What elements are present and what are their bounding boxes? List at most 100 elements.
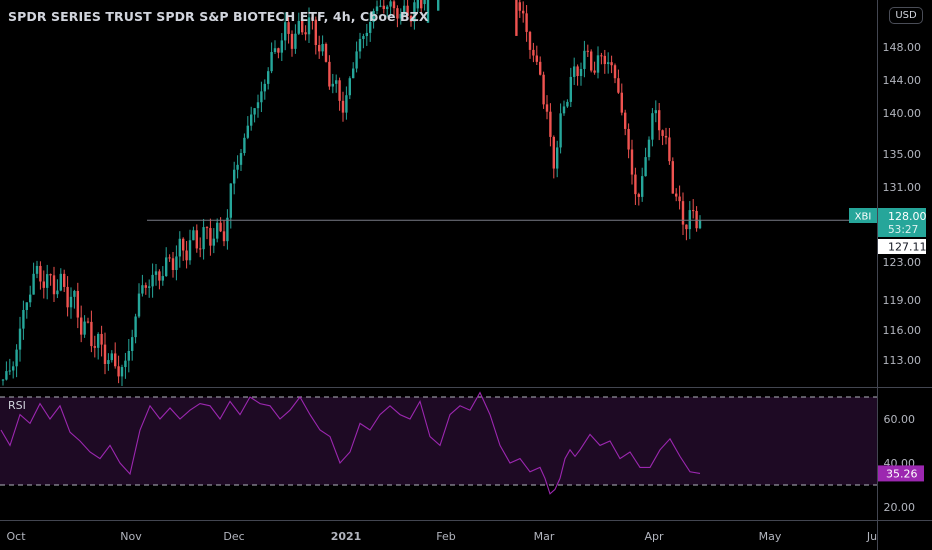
candle-body [233, 169, 236, 184]
candle-body [685, 224, 688, 230]
price-axis-tick-label: 140.00 [883, 107, 922, 120]
candle-body [216, 222, 219, 239]
price-axis-tick-label: 119.00 [883, 294, 922, 307]
last-price-label: 128.00 [888, 210, 927, 223]
candle-body [528, 31, 532, 50]
candle-body [192, 230, 195, 241]
candle-body [25, 302, 28, 310]
candle-body [284, 22, 287, 41]
candle-body [209, 228, 212, 246]
candle-body [352, 68, 355, 79]
candle-body [243, 137, 246, 154]
candle-body [532, 49, 535, 56]
candle-body [93, 346, 96, 348]
candle-body [294, 33, 297, 49]
candle-body [549, 111, 552, 137]
candle-body [535, 55, 538, 62]
rsi-band-fill [0, 397, 877, 485]
candle-body [576, 66, 579, 77]
rsi-value-label: 35.26 [886, 467, 918, 480]
candle-body [212, 238, 215, 246]
candle-body [90, 321, 93, 347]
candle-body [52, 275, 56, 295]
time-axis-label: Oct [6, 530, 26, 543]
candle-body [664, 135, 668, 138]
candle-body [114, 353, 117, 367]
candle-body [658, 110, 661, 131]
candle-body [314, 19, 317, 46]
candle-body [168, 257, 171, 259]
candle-body [545, 104, 549, 112]
candle-body [15, 349, 18, 367]
time-axis-label: 2021 [331, 530, 362, 543]
price-axis-tick-label: 135.00 [883, 148, 922, 161]
candle-body [226, 217, 229, 242]
rsi-line [0, 391, 701, 495]
candle-body [46, 274, 49, 288]
candle-body [668, 137, 671, 162]
candle-body [335, 80, 338, 84]
rsi-axis-tick-label: 60.00 [884, 413, 916, 426]
candle-body [386, 6, 389, 10]
candle-body [97, 333, 100, 348]
candle-body [372, 10, 375, 22]
candle-body [127, 350, 130, 361]
candle-body [413, 2, 416, 22]
candle-body [345, 95, 348, 113]
candle-body [32, 273, 35, 295]
candle-body [688, 210, 691, 230]
candle-body [165, 257, 168, 277]
price-axis-tick-label: 116.00 [883, 324, 922, 337]
candle-body [358, 38, 362, 52]
candle-body [250, 114, 253, 126]
candle-body [236, 164, 239, 170]
candle-body [556, 147, 559, 169]
candle-body [678, 196, 681, 202]
candle-body [56, 290, 59, 295]
candle-body [182, 238, 185, 251]
candle-body [573, 66, 576, 77]
candle-body [76, 290, 79, 318]
candle-body [399, 13, 402, 19]
candle-body [124, 360, 127, 368]
candle-body [409, 15, 413, 22]
last-price-badge [878, 208, 926, 237]
candle-body [403, 5, 406, 14]
candle-body [348, 78, 351, 96]
candle-body [539, 61, 542, 75]
candle-body [148, 286, 151, 288]
candle-body [185, 250, 188, 261]
candle-body [318, 45, 321, 52]
currency-selector[interactable]: USD [889, 7, 923, 24]
candle-body [651, 113, 654, 140]
time-axis-label: Dec [223, 530, 244, 543]
candle-body [151, 274, 154, 287]
candle-body [270, 52, 273, 72]
candle-body [341, 100, 345, 113]
candle-body [355, 51, 358, 69]
ticker-badge [849, 208, 877, 223]
candle-body [22, 309, 25, 329]
candle-body [437, 0, 440, 11]
candle-body [627, 128, 630, 150]
candle-body [420, 0, 423, 9]
candle-body [290, 33, 294, 49]
candle-body [647, 139, 651, 158]
candle-body [579, 68, 583, 77]
candle-body [229, 183, 232, 218]
candle-body [144, 285, 147, 288]
candle-body [695, 210, 698, 229]
candle-body [131, 337, 134, 351]
candle-body [260, 91, 263, 103]
candle-body [389, 1, 392, 7]
candle-body [590, 51, 593, 71]
price-axis-tick-label: 113.00 [883, 354, 922, 367]
candle-body [134, 316, 137, 338]
candle-body [661, 130, 664, 136]
candle-body [117, 366, 120, 377]
candle-body [39, 265, 42, 282]
candle-body [382, 5, 385, 10]
candle-body [617, 78, 620, 93]
candle-body [637, 194, 640, 197]
